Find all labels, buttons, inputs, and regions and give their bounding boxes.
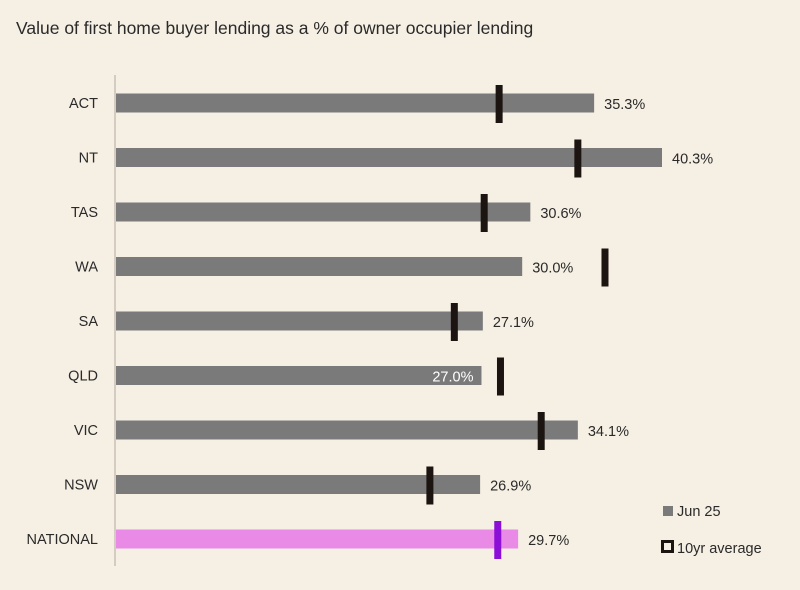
bar-vic [116,420,578,440]
avg-marker-sa [450,303,458,341]
avg-marker-qld [496,357,504,396]
avg-marker-nsw [426,466,434,505]
bar-tas [116,202,531,222]
legend-swatch-10yr-average [661,540,674,553]
legend-label-jun25: Jun 25 [677,504,721,520]
value-label-wa: 30.0% [532,261,573,277]
category-label-tas: TAS [71,205,98,221]
average-markers-group [426,85,609,559]
category-label-national: NATIONAL [27,532,98,548]
avg-marker-tas [480,194,488,232]
chart-title: Value of first home buyer lending as a %… [16,18,534,38]
value-label-tas: 30.6% [540,206,581,222]
value-label-national: 29.7% [528,533,569,549]
value-labels: 35.3% 40.3% 30.6% 30.0% 27.1% 27.0% 34.1% 26.9%… [432,97,713,549]
bar-qld [116,366,482,385]
category-labels: ACT NT TAS WA SA QLD VIC NSW NATIONAL [27,96,99,548]
category-label-nsw: NSW [64,478,98,494]
legend-swatch-jun25 [663,506,673,516]
value-label-nsw: 26.9% [490,479,531,495]
category-label-act: ACT [69,96,98,112]
value-label-sa: 27.1% [493,315,534,331]
legend-label-10yr-average: 10yr average [677,541,762,557]
avg-marker-national [494,521,502,559]
avg-marker-act [495,85,503,123]
category-label-nt: NT [79,151,98,167]
bar-sa [116,311,483,331]
value-label-vic: 34.1% [588,424,629,440]
legend: Jun 25 10yr average [661,504,762,557]
bar-act [116,93,595,113]
value-label-nt: 40.3% [672,152,713,168]
category-label-vic: VIC [74,423,98,439]
bar-nt [116,148,662,167]
category-label-qld: QLD [68,369,98,385]
value-label-act: 35.3% [604,97,645,113]
category-label-sa: SA [79,314,99,330]
category-label-wa: WA [75,260,98,276]
bar-wa [116,257,523,276]
avg-marker-wa [601,248,609,287]
bar-nsw [116,475,481,494]
bars-group [116,93,662,549]
value-label-qld: 27.0% [432,370,473,386]
avg-marker-vic [537,412,545,450]
avg-marker-nt [574,139,582,178]
bar-national [116,529,519,549]
